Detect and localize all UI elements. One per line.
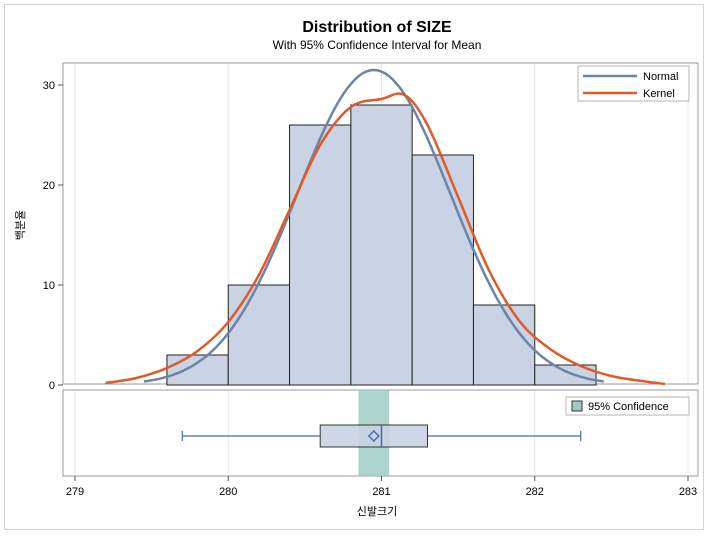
x-tick-label: 280 [219, 486, 237, 498]
boxplot-box [319, 424, 428, 448]
histogram-chart: Distribution of SIZE With 95% Confidence… [14, 19, 699, 518]
y-tick-label: 20 [43, 180, 55, 192]
histogram-bar [411, 154, 474, 386]
boxplot-mean-marker [367, 430, 380, 442]
histogram-bar [227, 284, 291, 386]
ci-legend: 95% Confidence [565, 396, 690, 416]
normal-curve [143, 68, 604, 383]
histogram-bar [350, 104, 413, 386]
ci-legend-swatch [571, 400, 583, 412]
histogram-bar [166, 354, 229, 386]
chart-frame: Distribution of SIZE With 95% Confidence… [4, 4, 704, 530]
x-tick-label: 283 [679, 486, 697, 498]
legend-kernel-label: Kernel [643, 88, 675, 100]
chart-title: Distribution of SIZE [302, 19, 452, 36]
histogram-bar [472, 304, 536, 386]
kernel-curve [105, 92, 666, 386]
chart-subtitle: With 95% Confidence Interval for Mean [273, 38, 482, 52]
x-tick-label: 282 [526, 486, 544, 498]
y-tick-label: 30 [43, 80, 55, 92]
y-axis-label: 백분율 [14, 210, 27, 240]
x-tick-label: 281 [372, 486, 390, 498]
legend-normal-label: Normal [643, 71, 678, 83]
histogram-bar [534, 364, 597, 386]
x-tick-label: 279 [66, 486, 84, 498]
y-tick-label: 10 [43, 280, 55, 292]
histogram-bar [289, 124, 352, 386]
ci-legend-label: 95% Confidence [588, 401, 669, 413]
x-axis-label: 신발크기 [357, 505, 397, 518]
y-tick-label: 0 [49, 380, 55, 392]
legend: Normal Kernel [577, 65, 690, 102]
